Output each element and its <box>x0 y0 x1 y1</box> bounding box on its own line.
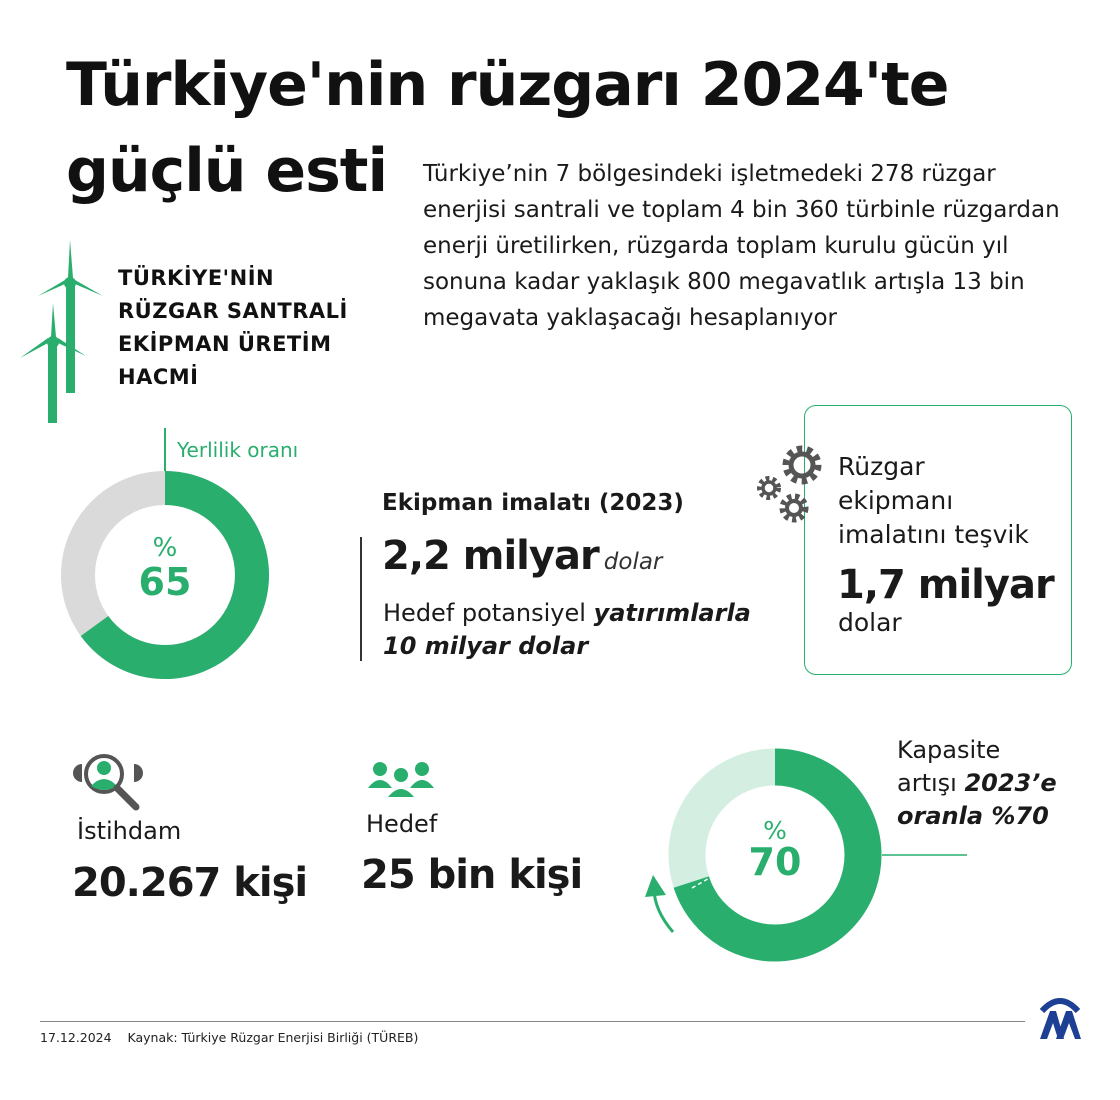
capacity-label: Kapasite artışı 2023’e oranla %70 <box>897 734 1057 833</box>
target-label: Hedef <box>366 810 438 838</box>
equipment-heading: Ekipman imalatı (2023) <box>382 490 684 516</box>
gears-icon <box>757 445 822 523</box>
incentive-box <box>804 405 1072 675</box>
intro-text: Türkiye’nin 7 bölgesindeki işletmedeki 2… <box>423 161 1060 331</box>
footer-source: Kaynak: Türkiye Rüzgar Enerjisi Birliği … <box>127 1030 419 1045</box>
localization-donut <box>61 471 269 679</box>
capacity-line: oranla %70 <box>897 802 1049 830</box>
wind-turbine-icon <box>20 240 103 423</box>
equipment-amount: 2,2 milyar <box>382 533 600 579</box>
incentive-label: Rüzgar ekipmanı imalatını teşvik <box>838 450 1029 552</box>
capacity-emph: 2023’e <box>964 769 1057 797</box>
arrow-up-icon <box>645 875 675 933</box>
target-amount: 10 milyar dolar <box>383 632 589 660</box>
target-value: 25 bin kişi <box>361 852 583 898</box>
employment-value: 20.267 kişi <box>72 860 308 906</box>
localization-label: Yerlilik oranı <box>177 438 299 462</box>
subheading-line: HACMİ <box>118 365 199 389</box>
people-group-icon <box>368 762 434 799</box>
equipment-unit: dolar <box>603 549 663 575</box>
aa-logo <box>1039 998 1081 1039</box>
page-title: Türkiye'nin rüzgarı 2024'te güçlü esti <box>66 42 949 214</box>
footer: 17.12.2024 Kaynak: Türkiye Rüzgar Enerji… <box>40 1030 418 1045</box>
incentive-line: imalatını teşvik <box>838 520 1029 549</box>
incentive-unit: dolar <box>838 608 902 637</box>
incentive-line: ekipmanı <box>838 486 954 515</box>
localization-value: 65 <box>138 560 192 604</box>
incentive-line: Rüzgar <box>838 452 925 481</box>
title-line-2: güçlü esti <box>66 136 388 206</box>
title-line-1: Türkiye'nin rüzgarı 2024'te <box>66 50 949 120</box>
subheading-line: EKİPMAN ÜRETİM <box>118 332 332 356</box>
donut-value-arc <box>61 471 269 679</box>
donut-value-arc <box>668 748 882 962</box>
footer-divider <box>40 1021 1025 1022</box>
employment-label: İstihdam <box>77 817 182 845</box>
capacity-line: artışı <box>897 769 965 797</box>
percent-sign: % <box>763 816 787 845</box>
equipment-target: Hedef potansiyel yatırımlarla 10 milyar … <box>383 597 751 663</box>
subheading-line: TÜRKİYE'NİN <box>118 266 275 290</box>
subheading-line: RÜZGAR SANTRALİ <box>118 299 348 323</box>
dashed-separator <box>691 872 719 889</box>
equipment-amount-row: 2,2 milyar dolar <box>382 533 662 579</box>
incentive-amount: 1,7 milyar <box>837 562 1055 608</box>
search-person-icon <box>72 754 144 811</box>
capacity-donut <box>645 748 967 962</box>
target-emph: yatırımlarla <box>593 599 751 627</box>
divider <box>360 537 362 661</box>
capacity-value: 70 <box>748 840 802 884</box>
section-subheading: TÜRKİYE'NİN RÜZGAR SANTRALİ EKİPMAN ÜRET… <box>118 262 348 394</box>
footer-date: 17.12.2024 <box>40 1030 112 1045</box>
percent-sign: % <box>152 533 178 563</box>
label-leader-line <box>164 428 166 498</box>
capacity-line: Kapasite <box>897 736 1001 764</box>
target-prefix: Hedef potansiyel <box>383 599 594 627</box>
